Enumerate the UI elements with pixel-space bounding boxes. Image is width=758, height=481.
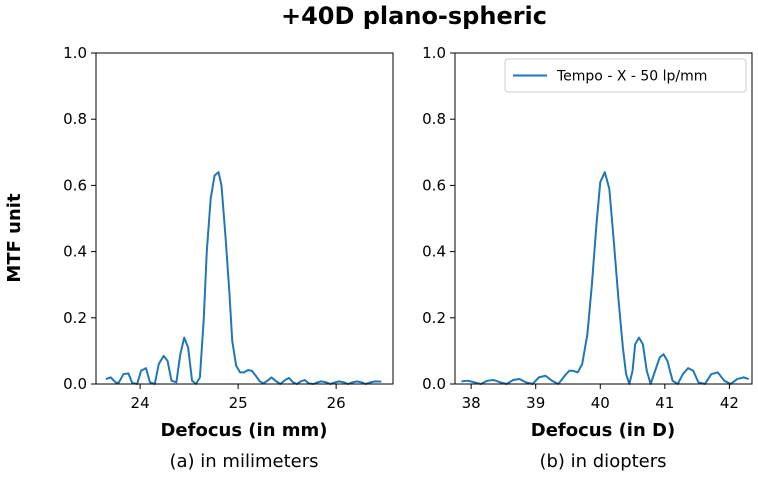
panel-b-x-tick-label: 41	[655, 394, 674, 412]
panel-a-y-tick-label: 0.0	[63, 375, 87, 393]
figure-title: +40D plano-spheric	[281, 2, 547, 30]
panel-a-x-axis-label: Defocus (in mm)	[160, 420, 327, 441]
panel-a-x-tick-label: 26	[327, 394, 346, 412]
panel-b-chart: Defocus (in D) (b) in diopters 0.0 0.2 0.4…	[422, 44, 753, 472]
panel-a-y-tick-label: 0.6	[63, 176, 87, 194]
panel-b-x-tick-label: 40	[591, 394, 610, 412]
panel-b-y-tick-label: 1.0	[422, 44, 446, 62]
panel-b-y-tick-label: 0.4	[422, 243, 446, 261]
panel-b-y-tick-label: 0.8	[422, 110, 446, 128]
panel-b-y-tick-label: 0.2	[422, 309, 446, 327]
panel-a-caption: (a) in milimeters	[170, 451, 319, 472]
panel-b-series-line	[461, 171, 750, 385]
panel-a-y-tick-label: 0.4	[63, 243, 87, 261]
panel-a-y-tick-label: 1.0	[63, 44, 87, 62]
panel-b-x-tick-label: 38	[462, 394, 481, 412]
panel-b-caption: (b) in diopters	[539, 451, 666, 472]
panel-a-series-line	[105, 171, 382, 385]
panel-b-y-tick-label: 0.6	[422, 176, 446, 194]
panel-b-x-axis-label: Defocus (in D)	[531, 420, 675, 441]
panel-a-chart: Defocus (in mm) (a) in milimeters 0.0 0.2…	[63, 44, 394, 472]
panel-a-x-tick-label: 24	[131, 394, 150, 412]
legend-label: Tempo - X - 50 lp/mm	[556, 69, 707, 85]
panel-a-axes-frame	[95, 52, 394, 385]
legend-box	[504, 58, 747, 93]
panel-b-axes-frame	[454, 52, 753, 385]
panel-b-x-tick-label: 39	[526, 394, 545, 412]
panel-a-x-tick-label: 25	[229, 394, 248, 412]
y-axis-label: MTF unit	[4, 193, 25, 283]
panel-b-y-tick-label: 0.0	[422, 375, 446, 393]
panel-a-y-tick-label: 0.2	[63, 309, 87, 327]
panel-b-x-tick-label: 42	[720, 394, 739, 412]
panel-a-y-tick-label: 0.8	[63, 110, 87, 128]
